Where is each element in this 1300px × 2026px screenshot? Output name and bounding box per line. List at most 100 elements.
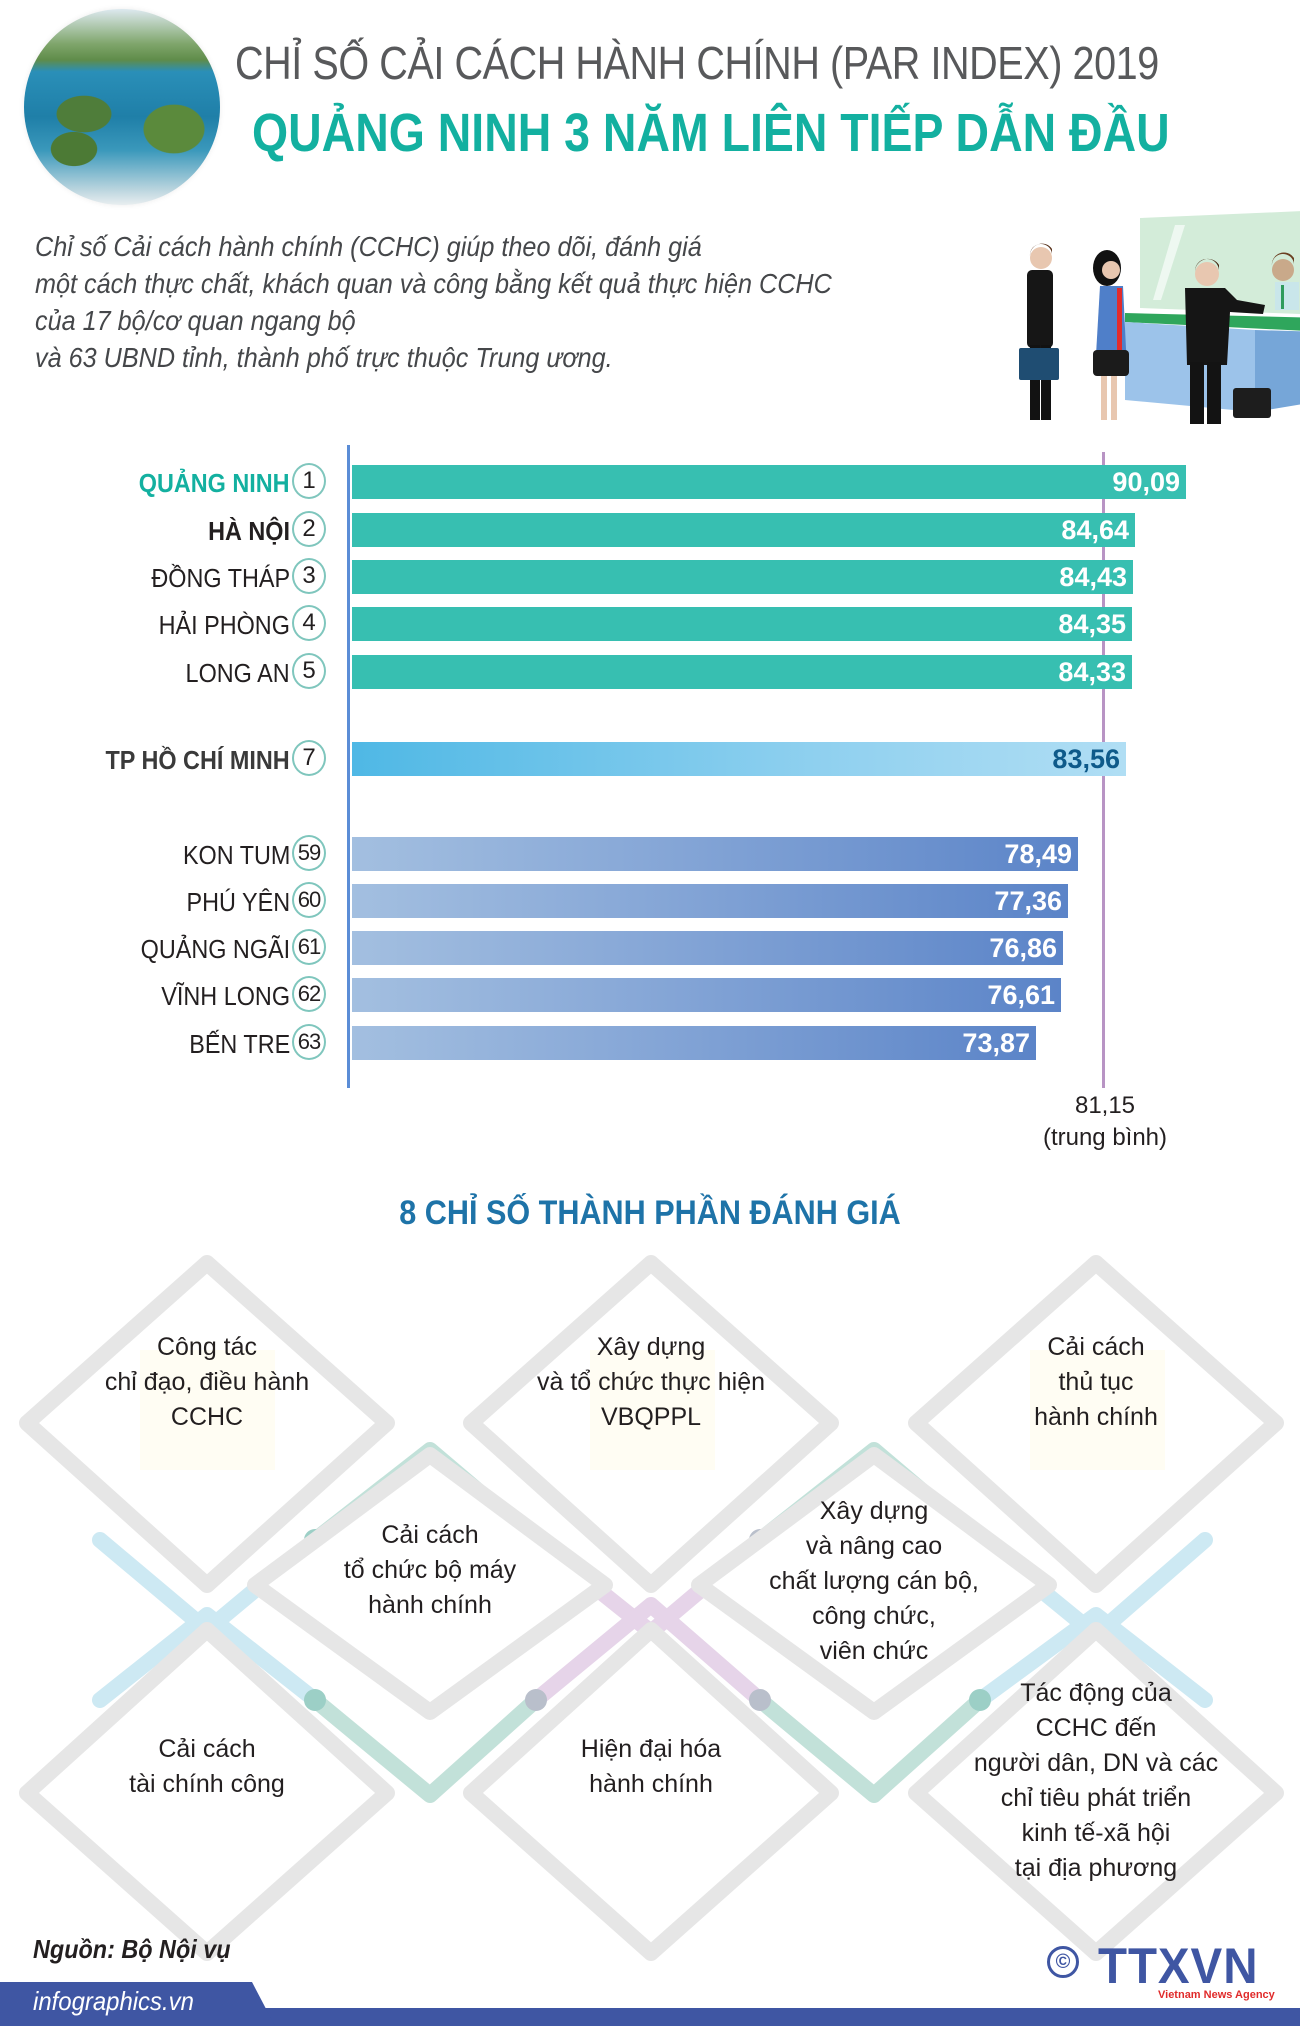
rank-badge: 1 (292, 463, 326, 499)
component-item: Cải cách tài chính công (57, 1732, 357, 1802)
people-queue-illustration (1019, 211, 1300, 424)
component-line: thủ tục (1058, 1368, 1134, 1396)
province-label: PHÚ YÊN (186, 887, 290, 917)
chart-row: QUẢNG NGÃI 61 76,86 (0, 929, 1300, 965)
chart-row: KON TUM 59 78,49 (0, 835, 1300, 871)
intro-paragraph: Chỉ số Cải cách hành chính (CCHC) giúp t… (35, 228, 935, 376)
component-item: Xây dựng và nâng cao chất lượng cán bộ, … (724, 1494, 1024, 1669)
component-line: CCHC đến (1035, 1714, 1157, 1742)
score-value: 84,43 (1059, 562, 1127, 592)
site-link[interactable]: infographics.vn (33, 1986, 194, 2016)
component-line: kinh tế-xã hội (1021, 1819, 1171, 1847)
component-line: chỉ đạo, điều hành (104, 1368, 310, 1396)
rank-badge: 7 (292, 740, 326, 776)
score-value: 84,64 (1061, 515, 1129, 545)
chart-row: HẢI PHÒNG 4 84,35 (0, 605, 1300, 641)
component-line: người dân, DN và các (973, 1749, 1219, 1777)
component-line: Cải cách (381, 1521, 479, 1549)
rank-badge: 3 (292, 558, 326, 594)
score-bar: 73,87 (352, 1026, 1036, 1060)
intro-line: và 63 UBND tỉnh, thành phố trực thuộc Tr… (35, 342, 613, 373)
score-value: 73,87 (962, 1028, 1030, 1058)
intro-line: Chỉ số Cải cách hành chính (CCHC) giúp t… (35, 231, 702, 262)
chart-axis-line (347, 445, 350, 1088)
chart-row: TP HỒ CHÍ MINH 7 83,56 (0, 740, 1300, 776)
province-label: TP HỒ CHÍ MINH (105, 745, 290, 775)
average-value-label: 81,15 (1074, 1092, 1136, 1119)
chart-row: ĐỒNG THÁP 3 84,43 (0, 558, 1300, 594)
component-line: CCHC (170, 1403, 244, 1431)
component-item: Công tác chỉ đạo, điều hành CCHC (57, 1330, 357, 1435)
score-bar: 84,35 (352, 607, 1132, 641)
component-line: Hiện đại hóa (580, 1735, 722, 1763)
component-line: tài chính công (129, 1770, 285, 1798)
chart-row: LONG AN 5 84,33 (0, 653, 1300, 689)
rank-badge: 2 (292, 511, 326, 547)
province-label: BẾN TRE (189, 1029, 290, 1059)
rank-badge: 60 (292, 882, 326, 918)
score-value: 90,09 (1112, 467, 1180, 497)
component-line: công chức, (812, 1602, 936, 1630)
component-line: hành chính (368, 1591, 492, 1619)
component-line: và nâng cao (805, 1532, 943, 1560)
score-value: 83,56 (1052, 744, 1120, 774)
score-bar: 77,36 (352, 884, 1068, 918)
intro-line: của 17 bộ/cơ quan ngang bộ (35, 305, 356, 336)
chart-row: PHÚ YÊN 60 77,36 (0, 882, 1300, 918)
component-line: Công tác (156, 1333, 258, 1361)
copyright-icon: © (1047, 1946, 1079, 1978)
component-item: Tác động của CCHC đến người dân, DN và c… (946, 1676, 1246, 1886)
province-label: HÀ NỘI (208, 516, 290, 546)
ha-long-bay-photo (24, 9, 220, 205)
component-line: Xây dựng (596, 1333, 706, 1361)
province-label: ĐỒNG THÁP (151, 563, 290, 593)
page-subtitle: QUẢNG NINH 3 NĂM LIÊN TIẾP DẪN ĐẦU (252, 103, 1170, 163)
component-line: Xây dựng (819, 1497, 929, 1525)
province-label: VĨNH LONG (161, 981, 290, 1011)
component-line: và tổ chức thực hiện (536, 1368, 766, 1396)
score-bar: 83,56 (352, 742, 1126, 776)
score-value: 78,49 (1004, 839, 1072, 869)
component-line: chỉ tiêu phát triển (1000, 1784, 1192, 1812)
rank-badge: 63 (292, 1024, 326, 1060)
score-bar: 84,64 (352, 513, 1135, 547)
component-line: tổ chức bộ máy (343, 1556, 517, 1584)
intro-line: một cách thực chất, khách quan và công b… (35, 268, 832, 299)
component-line: hành chính (589, 1770, 713, 1798)
components-diamond-diagram (19, 1255, 1284, 1961)
province-label: LONG AN (185, 658, 290, 688)
footer-bar (0, 2008, 1300, 2026)
score-bar: 84,43 (352, 560, 1133, 594)
component-item: Cải cách thủ tục hành chính (946, 1330, 1246, 1435)
rank-badge: 61 (292, 929, 326, 965)
component-line: tại địa phương (1014, 1854, 1178, 1882)
page-title: CHỈ SỐ CẢI CÁCH HÀNH CHÍNH (PAR INDEX) 2… (235, 37, 1159, 89)
component-line: VBQPPL (600, 1403, 702, 1431)
component-line: chất lượng cán bộ, (769, 1567, 979, 1595)
component-line: Tác động của (1020, 1679, 1172, 1707)
score-bar: 76,61 (352, 978, 1061, 1012)
province-label: QUẢNG NINH (139, 468, 290, 498)
score-value: 84,33 (1058, 657, 1126, 687)
components-section-title: 8 CHỈ SỐ THÀNH PHẦN ĐÁNH GIÁ (399, 1194, 901, 1232)
rank-badge: 62 (292, 976, 326, 1012)
province-label: QUẢNG NGÃI (140, 934, 290, 964)
ttxvn-logo: TTXVN (1098, 1938, 1259, 1994)
score-bar: 78,49 (352, 837, 1078, 871)
component-item: Xây dựng và tổ chức thực hiện VBQPPL (501, 1330, 801, 1435)
score-bar: 90,09 (352, 465, 1186, 499)
score-bar: 76,86 (352, 931, 1063, 965)
component-line: Cải cách (158, 1735, 256, 1763)
rank-badge: 59 (292, 835, 326, 871)
component-item: Hiện đại hóa hành chính (501, 1732, 801, 1802)
score-value: 84,35 (1058, 609, 1126, 639)
chart-row: VĨNH LONG 62 76,61 (0, 976, 1300, 1012)
source-note: Nguồn: Bộ Nội vụ (33, 1934, 231, 1964)
chart-row: BẾN TRE 63 73,87 (0, 1024, 1300, 1060)
province-label: HẢI PHÒNG (158, 610, 290, 640)
logo-subtitle: Vietnam News Agency (1158, 1989, 1275, 2001)
rank-badge: 4 (292, 605, 326, 641)
chart-row: QUẢNG NINH 1 90,09 (0, 463, 1300, 499)
component-line: viên chức (819, 1637, 929, 1665)
score-value: 76,86 (989, 933, 1057, 963)
